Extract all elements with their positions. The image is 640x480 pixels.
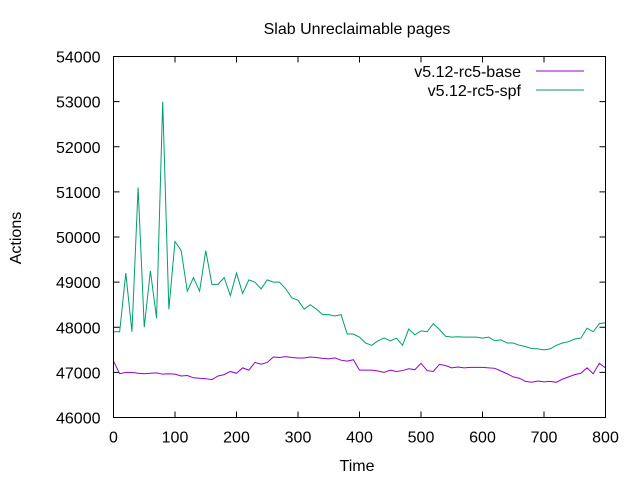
legend-label: v5.12-rc5-base [414, 64, 521, 81]
y-tick-label: 54000 [56, 50, 101, 67]
y-tick-label: 48000 [56, 320, 101, 337]
x-tick-label: 100 [162, 430, 189, 447]
series-line-2 [113, 101, 606, 351]
legend-label: v5.12-rc5-spf [428, 83, 522, 100]
series-line-1 [113, 356, 606, 383]
x-tick-label: 600 [469, 430, 496, 447]
x-tick-label: 800 [592, 430, 619, 447]
y-tick-label: 53000 [56, 95, 101, 112]
y-tick-label: 46000 [56, 411, 101, 428]
x-tick-label: 500 [408, 430, 435, 447]
x-tick-label: 400 [346, 430, 373, 447]
x-tick-label: 200 [223, 430, 250, 447]
y-tick-label: 52000 [56, 140, 101, 157]
y-axis-label: Actions [8, 212, 25, 264]
chart-title: Slab Unreclaimable pages [264, 21, 451, 38]
y-tick-label: 51000 [56, 185, 101, 202]
legend: v5.12-rc5-base v5.12-rc5-spf [414, 64, 584, 100]
series-layer [113, 101, 606, 383]
x-tick-label: 0 [109, 430, 118, 447]
x-tick-label: 700 [531, 430, 558, 447]
y-tick-label: 49000 [56, 275, 101, 292]
y-tick-label: 47000 [56, 365, 101, 382]
y-tick-label: 50000 [56, 230, 101, 247]
x-tick-label: 300 [285, 430, 312, 447]
plot-frame [113, 56, 606, 418]
axes: 46000 47000 48000 49000 50000 51000 52000 53000… [56, 50, 619, 447]
x-axis-label: Time [340, 458, 375, 475]
